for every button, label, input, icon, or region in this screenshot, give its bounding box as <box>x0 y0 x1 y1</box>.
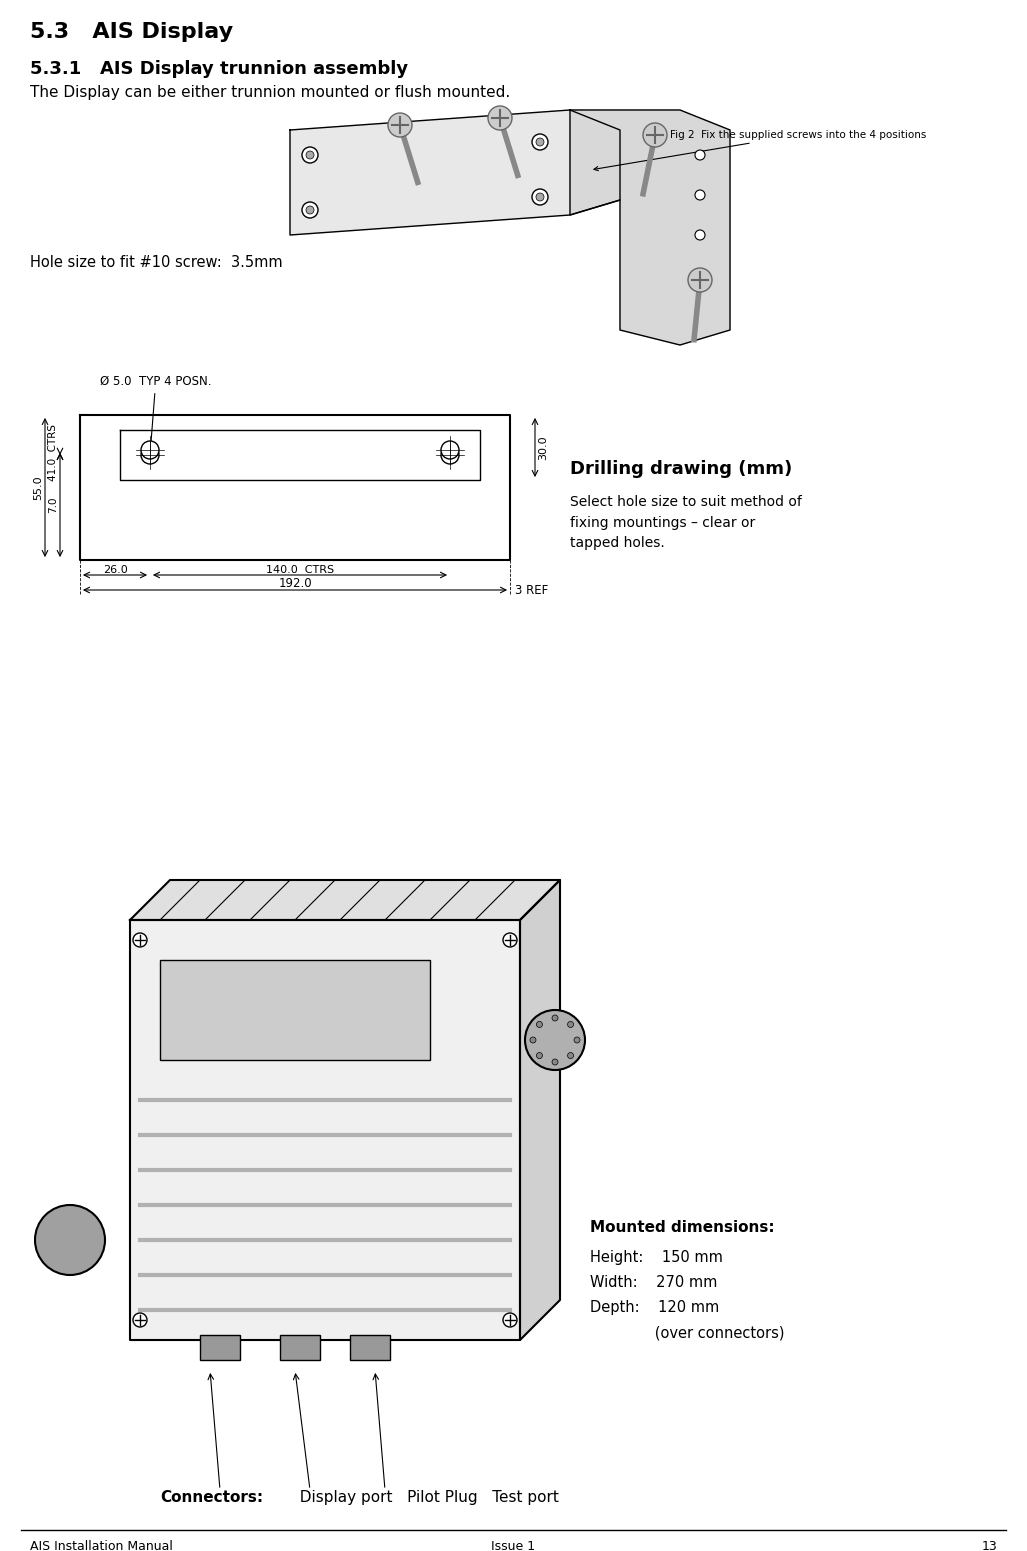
Text: Hole size to fit #10 screw:  3.5mm: Hole size to fit #10 screw: 3.5mm <box>30 254 282 270</box>
Circle shape <box>536 1053 542 1058</box>
Circle shape <box>306 206 314 214</box>
Polygon shape <box>130 879 560 920</box>
Circle shape <box>141 447 159 464</box>
Circle shape <box>441 440 459 459</box>
Polygon shape <box>520 879 560 1340</box>
Text: Select hole size to suit method of
fixing mountings – clear or
tapped holes.: Select hole size to suit method of fixin… <box>570 495 802 551</box>
Circle shape <box>302 202 318 219</box>
Circle shape <box>503 1314 517 1328</box>
Circle shape <box>551 1059 558 1066</box>
Text: Ø 5.0  TYP 4 POSN.: Ø 5.0 TYP 4 POSN. <box>100 375 212 451</box>
Text: Drilling drawing (mm): Drilling drawing (mm) <box>570 461 792 478</box>
Text: Depth:    120 mm: Depth: 120 mm <box>589 1300 719 1315</box>
Circle shape <box>525 1010 585 1070</box>
Text: Display port   Pilot Plug   Test port: Display port Pilot Plug Test port <box>290 1491 559 1504</box>
Circle shape <box>568 1022 573 1027</box>
Text: Fig 2  Fix the supplied screws into the 4 positions: Fig 2 Fix the supplied screws into the 4… <box>594 130 926 171</box>
Circle shape <box>134 1314 147 1328</box>
Circle shape <box>688 268 712 292</box>
Circle shape <box>141 440 159 459</box>
Circle shape <box>306 150 314 160</box>
Circle shape <box>503 934 517 948</box>
Bar <box>280 1335 320 1360</box>
Circle shape <box>695 191 705 200</box>
Bar <box>160 960 430 1059</box>
Text: The Display can be either trunnion mounted or flush mounted.: The Display can be either trunnion mount… <box>30 85 510 99</box>
Circle shape <box>695 270 705 281</box>
Text: Issue 1: Issue 1 <box>491 1540 535 1551</box>
Circle shape <box>568 1053 573 1058</box>
Circle shape <box>532 189 548 205</box>
Circle shape <box>695 230 705 240</box>
Bar <box>200 1335 240 1360</box>
Circle shape <box>536 1022 542 1027</box>
Circle shape <box>488 105 512 130</box>
Circle shape <box>551 1014 558 1021</box>
Circle shape <box>536 138 544 146</box>
Text: 3 REF: 3 REF <box>515 583 548 597</box>
Text: Width:    270 mm: Width: 270 mm <box>589 1275 718 1290</box>
Text: 30.0: 30.0 <box>538 436 548 459</box>
Text: Connectors:: Connectors: <box>160 1491 263 1504</box>
Text: Height:    150 mm: Height: 150 mm <box>589 1250 723 1266</box>
Polygon shape <box>290 110 620 236</box>
Circle shape <box>536 192 544 202</box>
Polygon shape <box>570 110 730 344</box>
Circle shape <box>532 133 548 150</box>
Circle shape <box>302 147 318 163</box>
Text: 7.0: 7.0 <box>48 496 58 513</box>
Circle shape <box>643 123 667 147</box>
Text: 140.0  CTRS: 140.0 CTRS <box>266 565 334 575</box>
Text: 13: 13 <box>981 1540 997 1551</box>
Text: 41.0  CTRS: 41.0 CTRS <box>48 423 58 481</box>
Text: 192.0: 192.0 <box>278 577 312 589</box>
Text: 26.0: 26.0 <box>103 565 127 575</box>
Text: 5.3.1   AIS Display trunnion assembly: 5.3.1 AIS Display trunnion assembly <box>30 60 408 78</box>
Circle shape <box>530 1038 536 1042</box>
Text: 5.3   AIS Display: 5.3 AIS Display <box>30 22 233 42</box>
Text: (over connectors): (over connectors) <box>589 1325 785 1340</box>
Text: AIS Installation Manual: AIS Installation Manual <box>30 1540 173 1551</box>
Bar <box>350 1335 390 1360</box>
Circle shape <box>388 113 412 136</box>
Text: Mounted dimensions:: Mounted dimensions: <box>589 1221 774 1235</box>
Circle shape <box>35 1205 105 1275</box>
Circle shape <box>574 1038 580 1042</box>
Circle shape <box>695 150 705 160</box>
Polygon shape <box>130 920 520 1340</box>
Circle shape <box>441 447 459 464</box>
Circle shape <box>134 934 147 948</box>
Text: 55.0: 55.0 <box>33 475 43 499</box>
